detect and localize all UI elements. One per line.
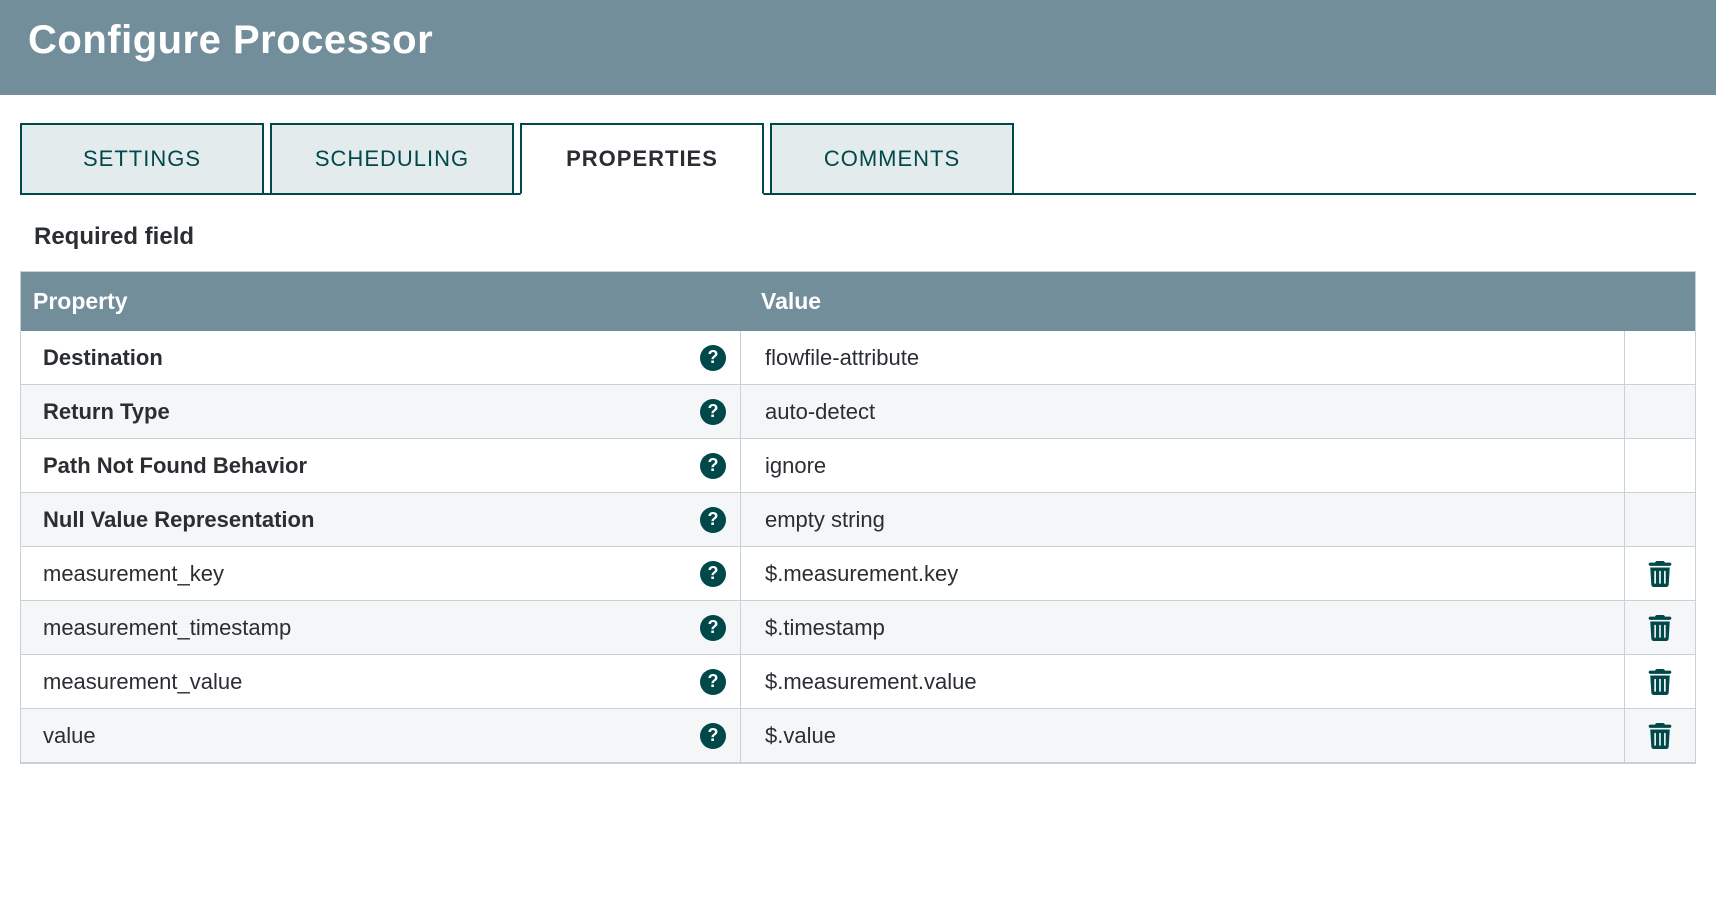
property-value-cell[interactable]: $.timestamp [741, 601, 1625, 655]
help-icon[interactable]: ? [700, 345, 726, 371]
property-name: measurement_timestamp [43, 615, 700, 641]
tab-comments[interactable]: COMMENTS [770, 123, 1014, 193]
tab-label: PROPERTIES [566, 146, 718, 172]
property-name-cell[interactable]: Path Not Found Behavior? [21, 439, 741, 493]
property-value-cell[interactable]: $.measurement.key [741, 547, 1625, 601]
property-action-cell [1625, 547, 1695, 601]
property-row: value? $.value [21, 709, 1695, 763]
property-value: flowfile-attribute [765, 345, 919, 371]
property-value: $.timestamp [765, 615, 885, 641]
required-field-label: Required field [34, 223, 1696, 251]
property-name-cell[interactable]: measurement_value? [21, 655, 741, 709]
help-icon[interactable]: ? [700, 723, 726, 749]
property-name: Destination [43, 345, 700, 371]
property-name: measurement_key [43, 561, 700, 587]
property-row: Return Type? auto-detect [21, 385, 1695, 439]
property-row: Path Not Found Behavior? ignore [21, 439, 1695, 493]
property-value-cell[interactable]: $.value [741, 709, 1625, 763]
tab-label: COMMENTS [824, 146, 960, 172]
tab-bar: SETTINGS SCHEDULING PROPERTIES COMMENTS [20, 123, 1696, 195]
trash-icon[interactable] [1648, 723, 1672, 749]
property-row: measurement_timestamp? $.timestamp [21, 601, 1695, 655]
column-header-property: Property [21, 272, 741, 331]
property-name: Null Value Representation [43, 507, 700, 533]
property-name-cell[interactable]: Return Type? [21, 385, 741, 439]
help-icon[interactable]: ? [700, 669, 726, 695]
property-value: auto-detect [765, 399, 875, 425]
property-name: Return Type [43, 399, 700, 425]
property-action-cell [1625, 655, 1695, 709]
property-action-cell [1625, 331, 1695, 385]
property-value: ignore [765, 453, 826, 479]
help-icon[interactable]: ? [700, 615, 726, 641]
properties-table: Property Value Destination? flowfile-attr… [20, 271, 1696, 764]
property-action-cell [1625, 493, 1695, 547]
properties-table-body: Destination? flowfile-attribute Return Typ… [21, 331, 1695, 763]
property-action-cell [1625, 601, 1695, 655]
property-value-cell[interactable]: empty string [741, 493, 1625, 547]
tab-bar-filler [1020, 123, 1696, 193]
property-name-cell[interactable]: measurement_timestamp? [21, 601, 741, 655]
property-value-cell[interactable]: $.measurement.value [741, 655, 1625, 709]
property-name: Path Not Found Behavior [43, 453, 700, 479]
property-name-cell[interactable]: Destination? [21, 331, 741, 385]
help-icon[interactable]: ? [700, 507, 726, 533]
tab-label: SETTINGS [83, 146, 201, 172]
properties-table-header: Property Value [21, 272, 1695, 331]
property-row: Destination? flowfile-attribute [21, 331, 1695, 385]
trash-icon[interactable] [1648, 669, 1672, 695]
dialog-content: SETTINGS SCHEDULING PROPERTIES COMMENTS Req… [0, 95, 1716, 764]
column-header-value: Value [741, 272, 1695, 331]
tab-scheduling[interactable]: SCHEDULING [270, 123, 514, 193]
property-row: measurement_key? $.measurement.key [21, 547, 1695, 601]
property-name-cell[interactable]: value? [21, 709, 741, 763]
property-name-cell[interactable]: Null Value Representation? [21, 493, 741, 547]
property-action-cell [1625, 385, 1695, 439]
property-row: Null Value Representation? empty string [21, 493, 1695, 547]
property-row: measurement_value? $.measurement.value [21, 655, 1695, 709]
property-action-cell [1625, 439, 1695, 493]
property-name: value [43, 723, 700, 749]
help-icon[interactable]: ? [700, 561, 726, 587]
property-value-cell[interactable]: ignore [741, 439, 1625, 493]
help-icon[interactable]: ? [700, 399, 726, 425]
property-value: $.measurement.value [765, 669, 977, 695]
property-value: $.value [765, 723, 836, 749]
trash-icon[interactable] [1648, 561, 1672, 587]
property-value: empty string [765, 507, 885, 533]
property-name: measurement_value [43, 669, 700, 695]
tab-properties[interactable]: PROPERTIES [520, 123, 764, 195]
property-action-cell [1625, 709, 1695, 763]
property-value: $.measurement.key [765, 561, 958, 587]
tab-label: SCHEDULING [315, 146, 469, 172]
property-name-cell[interactable]: measurement_key? [21, 547, 741, 601]
trash-icon[interactable] [1648, 615, 1672, 641]
property-value-cell[interactable]: flowfile-attribute [741, 331, 1625, 385]
tab-settings[interactable]: SETTINGS [20, 123, 264, 193]
dialog-title: Configure Processor [28, 18, 1688, 63]
help-icon[interactable]: ? [700, 453, 726, 479]
property-value-cell[interactable]: auto-detect [741, 385, 1625, 439]
dialog-header: Configure Processor [0, 0, 1716, 95]
